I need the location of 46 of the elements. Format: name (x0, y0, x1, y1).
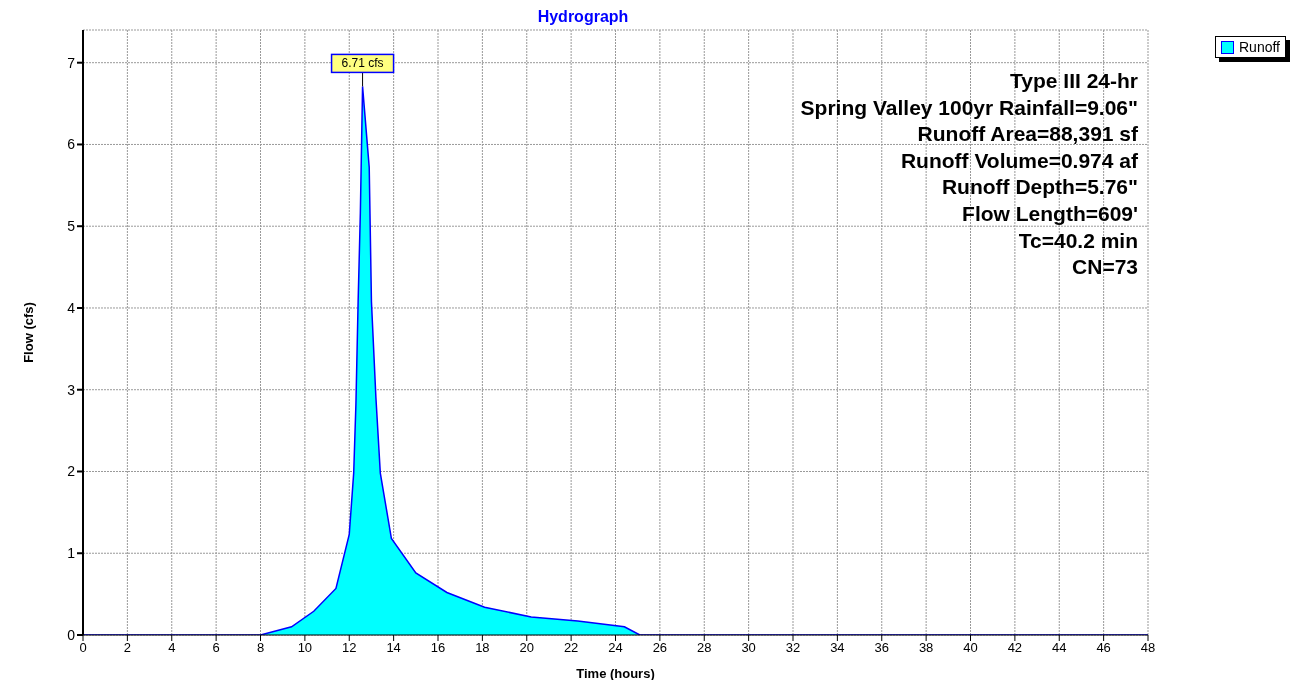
chart-title: Hydrograph (536, 8, 630, 26)
y-tick-label: 0 (67, 626, 76, 643)
y-axis-title: Flow (cfs) (20, 302, 36, 363)
x-tick-label: 8 (256, 640, 265, 656)
x-tick-label: 32 (785, 640, 801, 656)
annotation: Runoff Area=88,391 sf (916, 121, 1138, 148)
y-tick-label: 5 (67, 218, 76, 235)
x-tick-label: 30 (741, 640, 756, 656)
x-tick-label: 46 (1096, 640, 1111, 656)
x-tick-label: 10 (297, 640, 313, 656)
x-tick-label: 4 (168, 640, 176, 656)
x-tick-label: 22 (563, 640, 579, 656)
annotation: Runoff Depth=5.76" (940, 174, 1138, 201)
x-tick-label: 36 (874, 640, 889, 656)
x-tick-label: 40 (963, 640, 978, 656)
x-axis-title: Time (hours) (576, 666, 655, 681)
y-tick-label: 7 (67, 54, 76, 71)
x-tick-label: 6 (212, 640, 220, 656)
annotation: Type III 24-hr (1009, 68, 1138, 94)
x-tick-label: 44 (1052, 640, 1067, 656)
x-tick-label: 20 (519, 640, 534, 656)
x-tick-label: 28 (697, 640, 712, 656)
y-tick-label: 3 (67, 381, 76, 398)
y-tick-label: 4 (67, 299, 76, 316)
x-tick-label: 48 (1140, 640, 1156, 656)
annotation: Tc=40.2 min (1017, 227, 1138, 254)
x-tick-label: 34 (830, 640, 845, 656)
x-tick-label: 2 (123, 640, 131, 656)
x-tick-label: 42 (1007, 640, 1023, 656)
annotation: Spring Valley 100yr Rainfall=9.06" (800, 94, 1138, 121)
annotation: 6.71 cfs (341, 56, 384, 71)
x-tick-label: 38 (918, 640, 934, 656)
y-tick-label: 2 (67, 463, 76, 480)
x-tick-label: 26 (652, 640, 668, 656)
legend-label: Runoff (1239, 39, 1280, 55)
x-tick-label: 0 (79, 640, 87, 656)
annotation: Runoff Volume=0.974 af (899, 147, 1138, 174)
x-tick-label: 14 (386, 640, 401, 656)
y-tick-label: 6 (67, 136, 76, 153)
annotation: CN=73 (1071, 254, 1138, 281)
annotation: Flow Length=609' (961, 200, 1138, 227)
x-tick-label: 24 (608, 640, 623, 656)
x-tick-label: 16 (430, 640, 446, 656)
x-tick-label: 18 (475, 640, 490, 656)
x-tick-label: 12 (342, 640, 357, 656)
y-tick-label: 1 (67, 545, 76, 562)
